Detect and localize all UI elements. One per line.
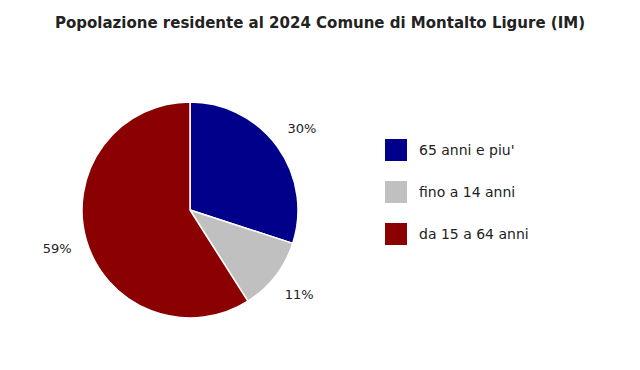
pie-labels: 30% 11% 59% <box>43 121 316 302</box>
chart-svg: Popolazione residente al 2024 Comune di … <box>0 0 640 370</box>
pie-slice <box>82 102 248 318</box>
legend: 65 anni e piu' fino a 14 anni da 15 a 64 a… <box>385 139 529 245</box>
pie <box>82 102 298 318</box>
data-label: 59% <box>43 241 72 256</box>
legend-label: fino a 14 anni <box>419 184 515 200</box>
title: Popolazione residente al 2024 Comune di … <box>55 14 585 32</box>
chart-container: Popolazione residente al 2024 Comune di … <box>0 0 640 370</box>
data-label: 30% <box>287 121 316 136</box>
legend-label: 65 anni e piu' <box>419 142 515 158</box>
legend-swatch <box>385 181 407 203</box>
legend-label: da 15 a 64 anni <box>419 226 529 242</box>
legend-swatch <box>385 139 407 161</box>
legend-swatch <box>385 223 407 245</box>
data-label: 11% <box>285 287 314 302</box>
